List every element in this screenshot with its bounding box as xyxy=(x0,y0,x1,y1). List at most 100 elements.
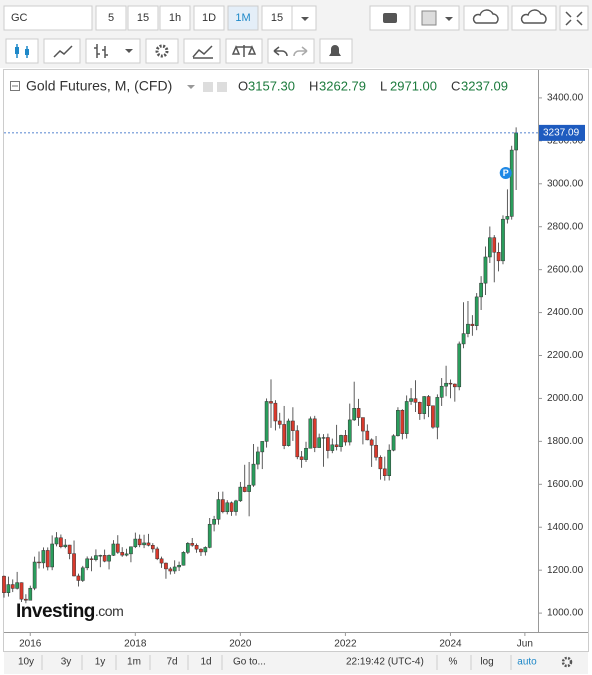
candle-body xyxy=(15,582,19,589)
candle-body xyxy=(63,544,68,548)
interval-label: 1h xyxy=(169,12,181,24)
range-button[interactable]: 1m xyxy=(127,657,141,668)
candles-button[interactable] xyxy=(5,38,39,64)
legend-value: 3237.09 xyxy=(461,78,508,93)
range-button[interactable]: 1d xyxy=(200,657,211,668)
candle-body xyxy=(299,456,304,460)
candle-body xyxy=(474,296,479,326)
y-tick-label: 2400.00 xyxy=(547,307,584,318)
legend-key: L xyxy=(380,78,387,93)
candle-body xyxy=(382,468,387,476)
candle-body xyxy=(505,216,510,220)
x-tick-label: 2016 xyxy=(19,639,42,650)
candle-body xyxy=(234,500,238,512)
scale-icon xyxy=(231,45,257,57)
candle-body xyxy=(216,499,221,520)
candle-body xyxy=(378,457,383,470)
range-button[interactable]: 7d xyxy=(166,657,177,668)
indicators-button[interactable] xyxy=(183,38,221,64)
candle-body xyxy=(251,463,256,486)
symbol: GC xyxy=(11,12,28,24)
legend-value: 3262.79 xyxy=(319,78,366,93)
candle-body xyxy=(422,396,427,414)
candle-body xyxy=(286,420,291,446)
interval-button[interactable] xyxy=(95,5,127,31)
candle-body xyxy=(417,402,422,414)
candle-body xyxy=(10,584,15,589)
candle-body xyxy=(361,417,365,432)
goto-button[interactable]: Go to... xyxy=(233,657,266,668)
candle-body xyxy=(514,132,518,151)
candle-body xyxy=(356,408,361,418)
interval-button[interactable] xyxy=(159,5,191,31)
marker[interactable] xyxy=(499,167,512,179)
candle-body xyxy=(120,552,125,556)
range-button[interactable]: 10y xyxy=(18,657,34,668)
candle-body xyxy=(291,420,295,431)
candle-body xyxy=(483,256,488,284)
x-tick-label: Jun xyxy=(517,639,533,650)
undo-icon xyxy=(273,46,288,57)
y-tick-label: 2800.00 xyxy=(547,221,584,232)
y-tick-label: 2200.00 xyxy=(547,350,584,361)
interval-button[interactable] xyxy=(193,5,225,31)
candle-body xyxy=(107,555,111,562)
candle-body xyxy=(282,424,286,446)
candle-body xyxy=(85,558,90,569)
candle-body xyxy=(150,545,155,550)
candle-body xyxy=(365,430,370,441)
symbol-input[interactable] xyxy=(3,5,93,31)
footer xyxy=(4,652,588,674)
save-button[interactable] xyxy=(511,5,557,31)
candle-body xyxy=(181,552,186,566)
candle-body xyxy=(133,538,138,548)
candle-body xyxy=(177,564,181,568)
interval-label: 1D xyxy=(202,12,216,24)
bars-button[interactable] xyxy=(85,38,141,64)
interval-button[interactable] xyxy=(227,5,259,31)
candle-body xyxy=(89,558,94,560)
settings-button[interactable] xyxy=(145,38,179,64)
scale-option[interactable]: % xyxy=(449,657,458,668)
candle-body xyxy=(334,444,339,447)
candle-body xyxy=(369,439,374,446)
cloud-icon xyxy=(472,9,499,24)
candle-body xyxy=(256,451,260,465)
candle-body xyxy=(426,396,431,406)
bell-icon xyxy=(329,45,341,56)
candle-body xyxy=(488,237,492,258)
scale-option[interactable]: auto xyxy=(517,657,537,668)
interval-label: 1M xyxy=(235,12,250,24)
line-button[interactable] xyxy=(43,38,81,64)
chart-title: Gold Futures, M, (CFD) xyxy=(26,78,172,94)
settings-icon[interactable] xyxy=(561,656,573,668)
candle-body xyxy=(295,430,300,458)
candle-body xyxy=(190,543,195,546)
candle-body xyxy=(330,444,335,451)
color-swatch xyxy=(421,10,437,26)
candle-body xyxy=(229,502,234,512)
candle-body xyxy=(41,550,46,564)
candle-body xyxy=(492,237,497,253)
y-tick-label: 2000.00 xyxy=(547,393,584,404)
range-button[interactable]: 1y xyxy=(95,657,106,668)
candle-body xyxy=(304,447,308,460)
candle-body xyxy=(413,398,418,403)
logo-brand: Investing xyxy=(16,601,95,622)
candle-body xyxy=(501,218,505,262)
candle-icon xyxy=(15,47,19,54)
candle-body xyxy=(203,547,208,553)
candle-body xyxy=(409,398,413,402)
legend-value: 2971.00 xyxy=(390,78,437,93)
candle-body xyxy=(435,397,440,428)
interval-button[interactable] xyxy=(261,5,293,31)
candle-body xyxy=(343,435,348,443)
fullscreen-button[interactable] xyxy=(559,5,589,31)
x-tick-label: 2022 xyxy=(334,639,357,650)
range-button[interactable]: 3y xyxy=(61,657,72,668)
candle-body xyxy=(80,567,85,581)
scale-option[interactable]: log xyxy=(480,657,493,668)
redo-icon xyxy=(293,46,308,57)
candle-body xyxy=(326,437,330,451)
interval-button[interactable] xyxy=(127,5,159,31)
